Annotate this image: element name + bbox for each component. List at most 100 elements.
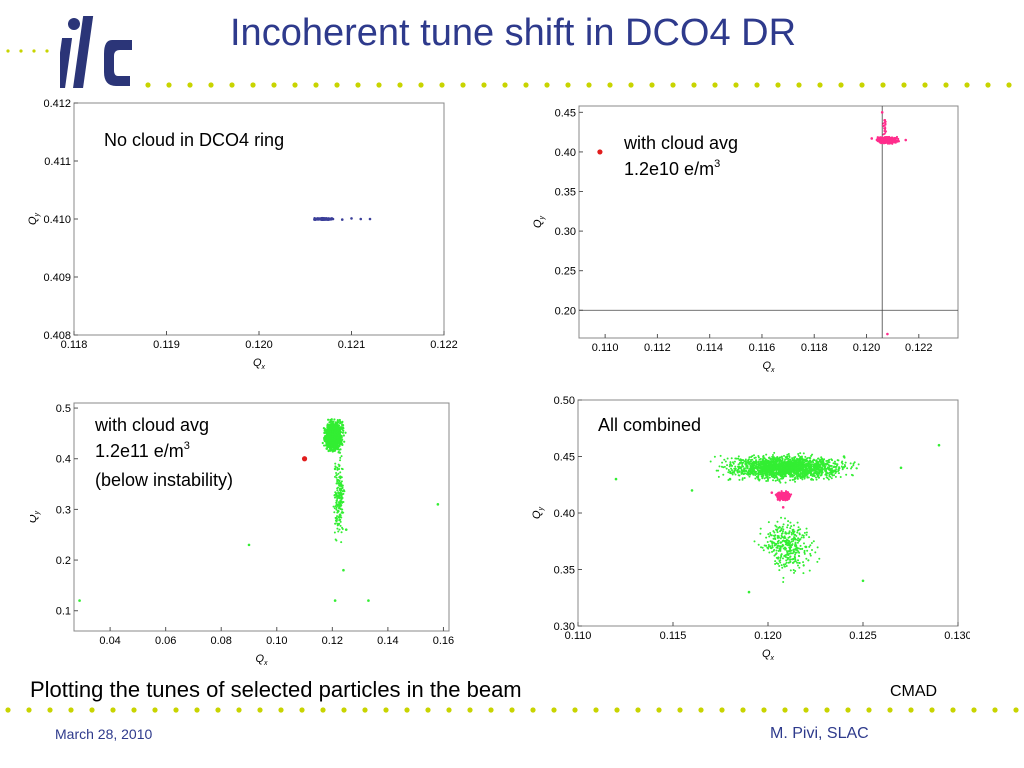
data-point	[755, 467, 758, 470]
data-point	[779, 537, 782, 540]
data-point	[774, 563, 777, 566]
data-point	[795, 534, 798, 537]
data-point	[882, 133, 885, 135]
data-point	[803, 470, 806, 473]
data-point	[780, 554, 783, 557]
data-point	[850, 473, 853, 476]
data-point	[809, 474, 812, 477]
data-point	[766, 479, 769, 482]
data-point	[726, 464, 729, 467]
data-point	[750, 460, 753, 463]
data-point	[855, 467, 858, 470]
data-point	[335, 519, 338, 522]
data-point	[750, 465, 753, 468]
data-point	[770, 534, 773, 537]
data-point	[783, 535, 786, 538]
data-point	[724, 460, 727, 463]
data-point	[760, 463, 763, 466]
data-point	[781, 545, 784, 548]
decor-dot	[649, 82, 655, 88]
data-point	[842, 455, 846, 458]
data-point	[799, 460, 802, 463]
data-point	[331, 435, 334, 438]
data-point	[340, 480, 343, 483]
data-point	[826, 463, 829, 466]
data-point	[824, 463, 827, 466]
data-point	[744, 467, 747, 470]
data-point	[736, 471, 739, 474]
decor-dot	[152, 707, 158, 713]
data-point	[808, 536, 811, 539]
data-point	[789, 569, 792, 572]
data-point	[799, 538, 802, 541]
scatter-plot-all-combined: 0.110 0.115 0.120 0.125 0.1300.300.350.400.4…	[531, 395, 970, 662]
data-point	[821, 463, 824, 466]
data-point	[793, 461, 796, 464]
data-point	[339, 442, 342, 445]
data-point	[796, 464, 799, 467]
data-point	[870, 137, 874, 140]
data-point	[784, 474, 787, 477]
data-point	[838, 466, 841, 469]
data-point	[756, 475, 759, 478]
data-point	[772, 479, 775, 482]
annotation-line: (below instability)	[95, 470, 234, 490]
data-point	[320, 217, 323, 220]
y-tick-label: 0.30	[555, 226, 576, 238]
data-point	[811, 460, 814, 463]
decor-dot	[985, 82, 991, 88]
data-point	[768, 476, 771, 479]
data-point	[784, 458, 787, 461]
data-point	[337, 501, 340, 504]
data-point	[896, 139, 900, 143]
data-point	[766, 540, 769, 543]
data-point	[775, 525, 778, 528]
decor-dot	[488, 707, 494, 713]
data-point	[826, 459, 829, 462]
data-point	[690, 489, 694, 492]
data-point	[810, 548, 813, 551]
data-point	[785, 561, 788, 564]
data-point	[880, 136, 884, 139]
data-point	[341, 487, 344, 490]
data-point	[329, 420, 332, 423]
data-point	[777, 544, 780, 547]
data-point	[781, 459, 784, 462]
data-point	[338, 465, 341, 468]
data-point	[337, 523, 340, 526]
decor-dot	[614, 707, 620, 713]
data-point	[725, 467, 728, 470]
decor-dot	[628, 82, 634, 88]
data-point	[780, 490, 783, 493]
data-point	[789, 521, 792, 524]
data-point	[816, 471, 819, 474]
data-point	[794, 544, 797, 547]
decor-dot	[502, 82, 508, 88]
data-point	[781, 475, 784, 478]
data-point	[808, 456, 811, 459]
decor-dot	[901, 82, 907, 88]
data-point	[787, 459, 790, 462]
data-point	[336, 447, 340, 450]
data-point	[796, 561, 799, 564]
data-point	[803, 474, 806, 477]
data-point	[751, 455, 754, 458]
data-point	[770, 547, 773, 550]
data-point	[777, 539, 780, 542]
data-point	[761, 473, 764, 476]
data-point	[741, 459, 744, 462]
data-point	[780, 527, 783, 530]
data-point	[764, 471, 767, 474]
data-point	[779, 530, 782, 533]
data-point	[826, 472, 829, 475]
data-point	[786, 556, 789, 559]
data-point	[816, 560, 819, 563]
data-point	[897, 137, 900, 141]
data-point	[807, 476, 810, 479]
data-point	[781, 557, 784, 560]
data-point	[751, 458, 754, 461]
footer-author: M. Pivi, SLAC	[770, 725, 869, 742]
decor-dot	[299, 707, 305, 713]
data-point	[883, 138, 886, 141]
data-point	[791, 473, 794, 476]
